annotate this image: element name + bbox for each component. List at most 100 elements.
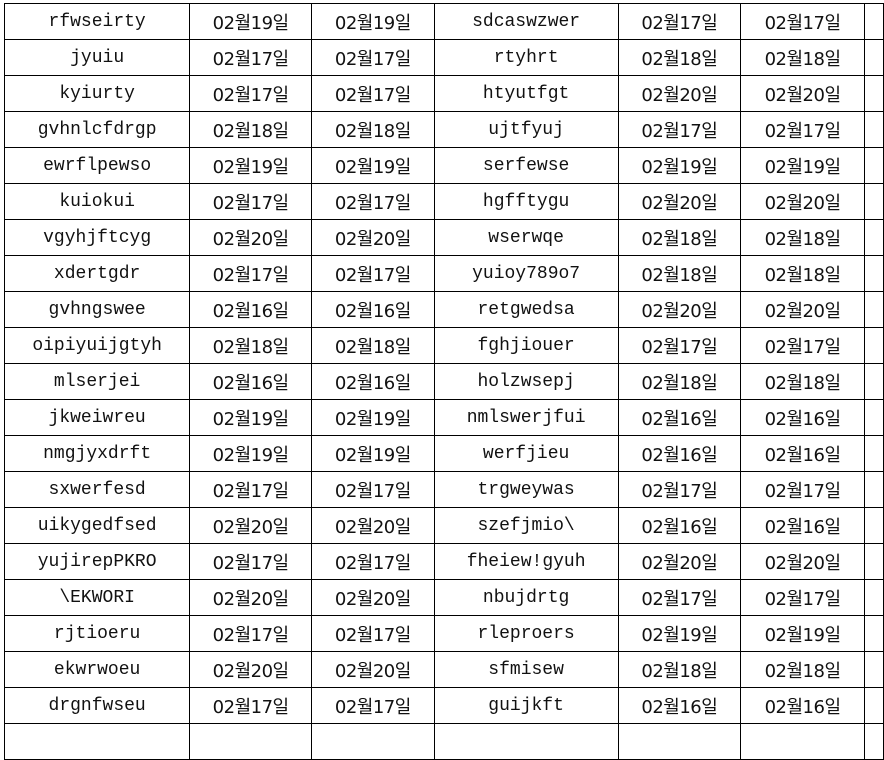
name-cell[interactable]: kyiurty <box>3 75 191 112</box>
date-cell[interactable]: 02월17일 <box>311 687 435 724</box>
date-cell[interactable]: 02월20일 <box>189 219 313 256</box>
name-cell[interactable]: rjtioeru <box>3 615 191 652</box>
empty-cell[interactable] <box>863 471 884 508</box>
name-cell[interactable]: trgweywas <box>433 471 619 508</box>
empty-cell[interactable] <box>863 3 884 40</box>
date-cell[interactable]: 02월20일 <box>617 291 742 328</box>
date-cell[interactable]: 02월17일 <box>189 543 313 580</box>
date-cell[interactable]: 02월19일 <box>740 615 865 652</box>
date-cell[interactable]: 02월18일 <box>617 219 742 256</box>
name-cell[interactable]: sfmisew <box>433 651 619 688</box>
date-cell[interactable]: 02월17일 <box>311 615 435 652</box>
date-cell[interactable]: 02월17일 <box>740 111 865 148</box>
date-cell[interactable]: 02월19일 <box>189 435 313 472</box>
date-cell[interactable]: 02월20일 <box>189 651 313 688</box>
name-cell[interactable]: yujirepPKRO <box>3 543 191 580</box>
empty-cell[interactable] <box>863 579 884 616</box>
empty-cell[interactable] <box>863 435 884 472</box>
empty-cell[interactable] <box>189 723 313 760</box>
date-cell[interactable]: 02월19일 <box>617 615 742 652</box>
name-cell[interactable]: serfewse <box>433 147 619 184</box>
date-cell[interactable]: 02월19일 <box>189 147 313 184</box>
date-cell[interactable]: 02월16일 <box>740 399 865 436</box>
date-cell[interactable]: 02월19일 <box>189 399 313 436</box>
date-cell[interactable]: 02월19일 <box>617 147 742 184</box>
name-cell[interactable]: sxwerfesd <box>3 471 191 508</box>
date-cell[interactable]: 02월17일 <box>311 183 435 220</box>
name-cell[interactable]: guijkft <box>433 687 619 724</box>
date-cell[interactable]: 02월17일 <box>311 543 435 580</box>
date-cell[interactable]: 02월18일 <box>740 651 865 688</box>
date-cell[interactable]: 02월18일 <box>617 651 742 688</box>
date-cell[interactable]: 02월20일 <box>189 507 313 544</box>
empty-cell[interactable] <box>863 615 884 652</box>
date-cell[interactable]: 02월18일 <box>617 255 742 292</box>
name-cell[interactable]: vgyhjftcyg <box>3 219 191 256</box>
date-cell[interactable]: 02월20일 <box>617 75 742 112</box>
date-cell[interactable]: 02월17일 <box>617 3 742 40</box>
name-cell[interactable]: wserwqe <box>433 219 619 256</box>
date-cell[interactable]: 02월18일 <box>740 363 865 400</box>
date-cell[interactable]: 02월20일 <box>740 183 865 220</box>
name-cell[interactable]: hgfftygu <box>433 183 619 220</box>
date-cell[interactable]: 02월18일 <box>189 327 313 364</box>
name-cell[interactable]: rleproers <box>433 615 619 652</box>
date-cell[interactable]: 02월20일 <box>740 543 865 580</box>
date-cell[interactable]: 02월18일 <box>740 39 865 76</box>
date-cell[interactable]: 02월17일 <box>617 579 742 616</box>
date-cell[interactable]: 02월20일 <box>617 183 742 220</box>
date-cell[interactable]: 02월19일 <box>311 147 435 184</box>
date-cell[interactable]: 02월17일 <box>189 471 313 508</box>
date-cell[interactable]: 02월20일 <box>311 579 435 616</box>
empty-cell[interactable] <box>863 183 884 220</box>
date-cell[interactable]: 02월17일 <box>740 327 865 364</box>
name-cell[interactable]: holzwsepj <box>433 363 619 400</box>
empty-cell[interactable] <box>863 75 884 112</box>
date-cell[interactable]: 02월16일 <box>617 507 742 544</box>
date-cell[interactable]: 02월18일 <box>617 363 742 400</box>
date-cell[interactable]: 02월17일 <box>189 687 313 724</box>
date-cell[interactable]: 02월19일 <box>740 147 865 184</box>
date-cell[interactable]: 02월19일 <box>311 435 435 472</box>
date-cell[interactable]: 02월18일 <box>740 219 865 256</box>
date-cell[interactable]: 02월17일 <box>311 75 435 112</box>
date-cell[interactable]: 02월18일 <box>311 327 435 364</box>
empty-cell[interactable] <box>863 255 884 292</box>
date-cell[interactable]: 02월17일 <box>740 3 865 40</box>
date-cell[interactable]: 02월16일 <box>617 687 742 724</box>
name-cell[interactable]: nbujdrtg <box>433 579 619 616</box>
name-cell[interactable]: mlserjei <box>3 363 191 400</box>
date-cell[interactable]: 02월18일 <box>189 111 313 148</box>
name-cell[interactable]: ekwrwoeu <box>3 651 191 688</box>
empty-cell[interactable] <box>863 543 884 580</box>
name-cell[interactable]: xdertgdr <box>3 255 191 292</box>
date-cell[interactable]: 02월16일 <box>311 291 435 328</box>
name-cell[interactable]: gvhngswee <box>3 291 191 328</box>
name-cell[interactable]: kuiokui <box>3 183 191 220</box>
date-cell[interactable]: 02월19일 <box>311 399 435 436</box>
date-cell[interactable]: 02월17일 <box>617 471 742 508</box>
name-cell[interactable]: oipiyuijgtyh <box>3 327 191 364</box>
empty-cell[interactable] <box>863 39 884 76</box>
empty-cell[interactable] <box>863 507 884 544</box>
date-cell[interactable]: 02월17일 <box>189 255 313 292</box>
empty-cell[interactable] <box>863 291 884 328</box>
date-cell[interactable]: 02월20일 <box>311 219 435 256</box>
empty-cell[interactable] <box>3 723 191 760</box>
empty-cell[interactable] <box>863 327 884 364</box>
date-cell[interactable]: 02월17일 <box>189 75 313 112</box>
date-cell[interactable]: 02월16일 <box>617 435 742 472</box>
empty-cell[interactable] <box>311 723 435 760</box>
name-cell[interactable]: nmgjyxdrft <box>3 435 191 472</box>
name-cell[interactable]: yuioy789o7 <box>433 255 619 292</box>
name-cell[interactable]: rfwseirty <box>3 3 191 40</box>
name-cell[interactable]: jkweiwreu <box>3 399 191 436</box>
date-cell[interactable]: 02월16일 <box>740 507 865 544</box>
date-cell[interactable]: 02월16일 <box>189 291 313 328</box>
name-cell[interactable]: ujtfyuj <box>433 111 619 148</box>
empty-cell[interactable] <box>863 687 884 724</box>
date-cell[interactable]: 02월17일 <box>740 471 865 508</box>
name-cell[interactable]: rtyhrt <box>433 39 619 76</box>
name-cell[interactable]: werfjieu <box>433 435 619 472</box>
name-cell[interactable]: jyuiu <box>3 39 191 76</box>
